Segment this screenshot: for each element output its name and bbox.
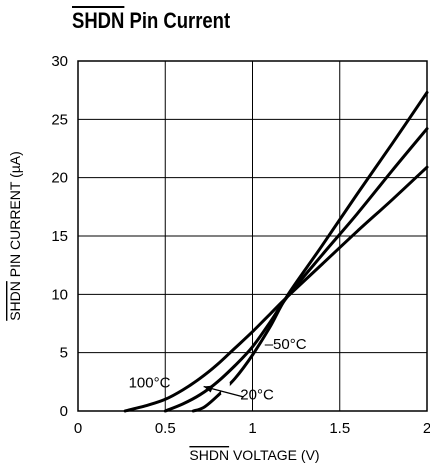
y-tick-label: 15 [51, 228, 68, 245]
curve-gap [221, 382, 230, 395]
y-axis-label: SHDN PIN CURRENT (µA) [7, 151, 23, 321]
y-tick-label: 20 [51, 170, 68, 187]
x-tick-label: 0 [74, 420, 82, 437]
x-axis-label: SHDN VOLTAGE (V) [189, 447, 319, 463]
y-axis-label-rest: PIN CURRENT (µA) [7, 151, 23, 281]
annotation-100c: 100°C [129, 375, 171, 392]
annotation-20c-arrowhead [203, 385, 214, 393]
x-tick-label: 2 [423, 420, 430, 437]
y-tick-label: 5 [60, 345, 68, 362]
y-tick-label: 30 [51, 53, 68, 70]
y-axis-label-overlined: SHDN [7, 281, 23, 321]
x-tick-label: 1.5 [329, 420, 350, 437]
plot-frame [77, 60, 428, 412]
series-line-minus-50c [191, 91, 429, 413]
grid [78, 61, 427, 411]
annotation-20c: 20°C [240, 386, 274, 403]
x-tick-label: 1 [248, 420, 256, 437]
x-tick-label: 0.5 [155, 420, 176, 437]
annotations: 100°C 20°C –50°C [129, 336, 307, 403]
y-tick-label: 10 [51, 286, 68, 303]
series-line-20c [163, 127, 429, 413]
chart-title: SHDN Pin Current [72, 8, 231, 33]
x-axis-label-overlined: SHDN [189, 447, 229, 463]
annotation-minus-50c: –50°C [265, 336, 307, 353]
y-tick-label: 25 [51, 111, 68, 128]
y-tick-label: 0 [60, 403, 68, 420]
curves [123, 91, 429, 413]
x-axis-label-rest: VOLTAGE (V) [229, 447, 320, 463]
series-line-100c [123, 165, 429, 413]
